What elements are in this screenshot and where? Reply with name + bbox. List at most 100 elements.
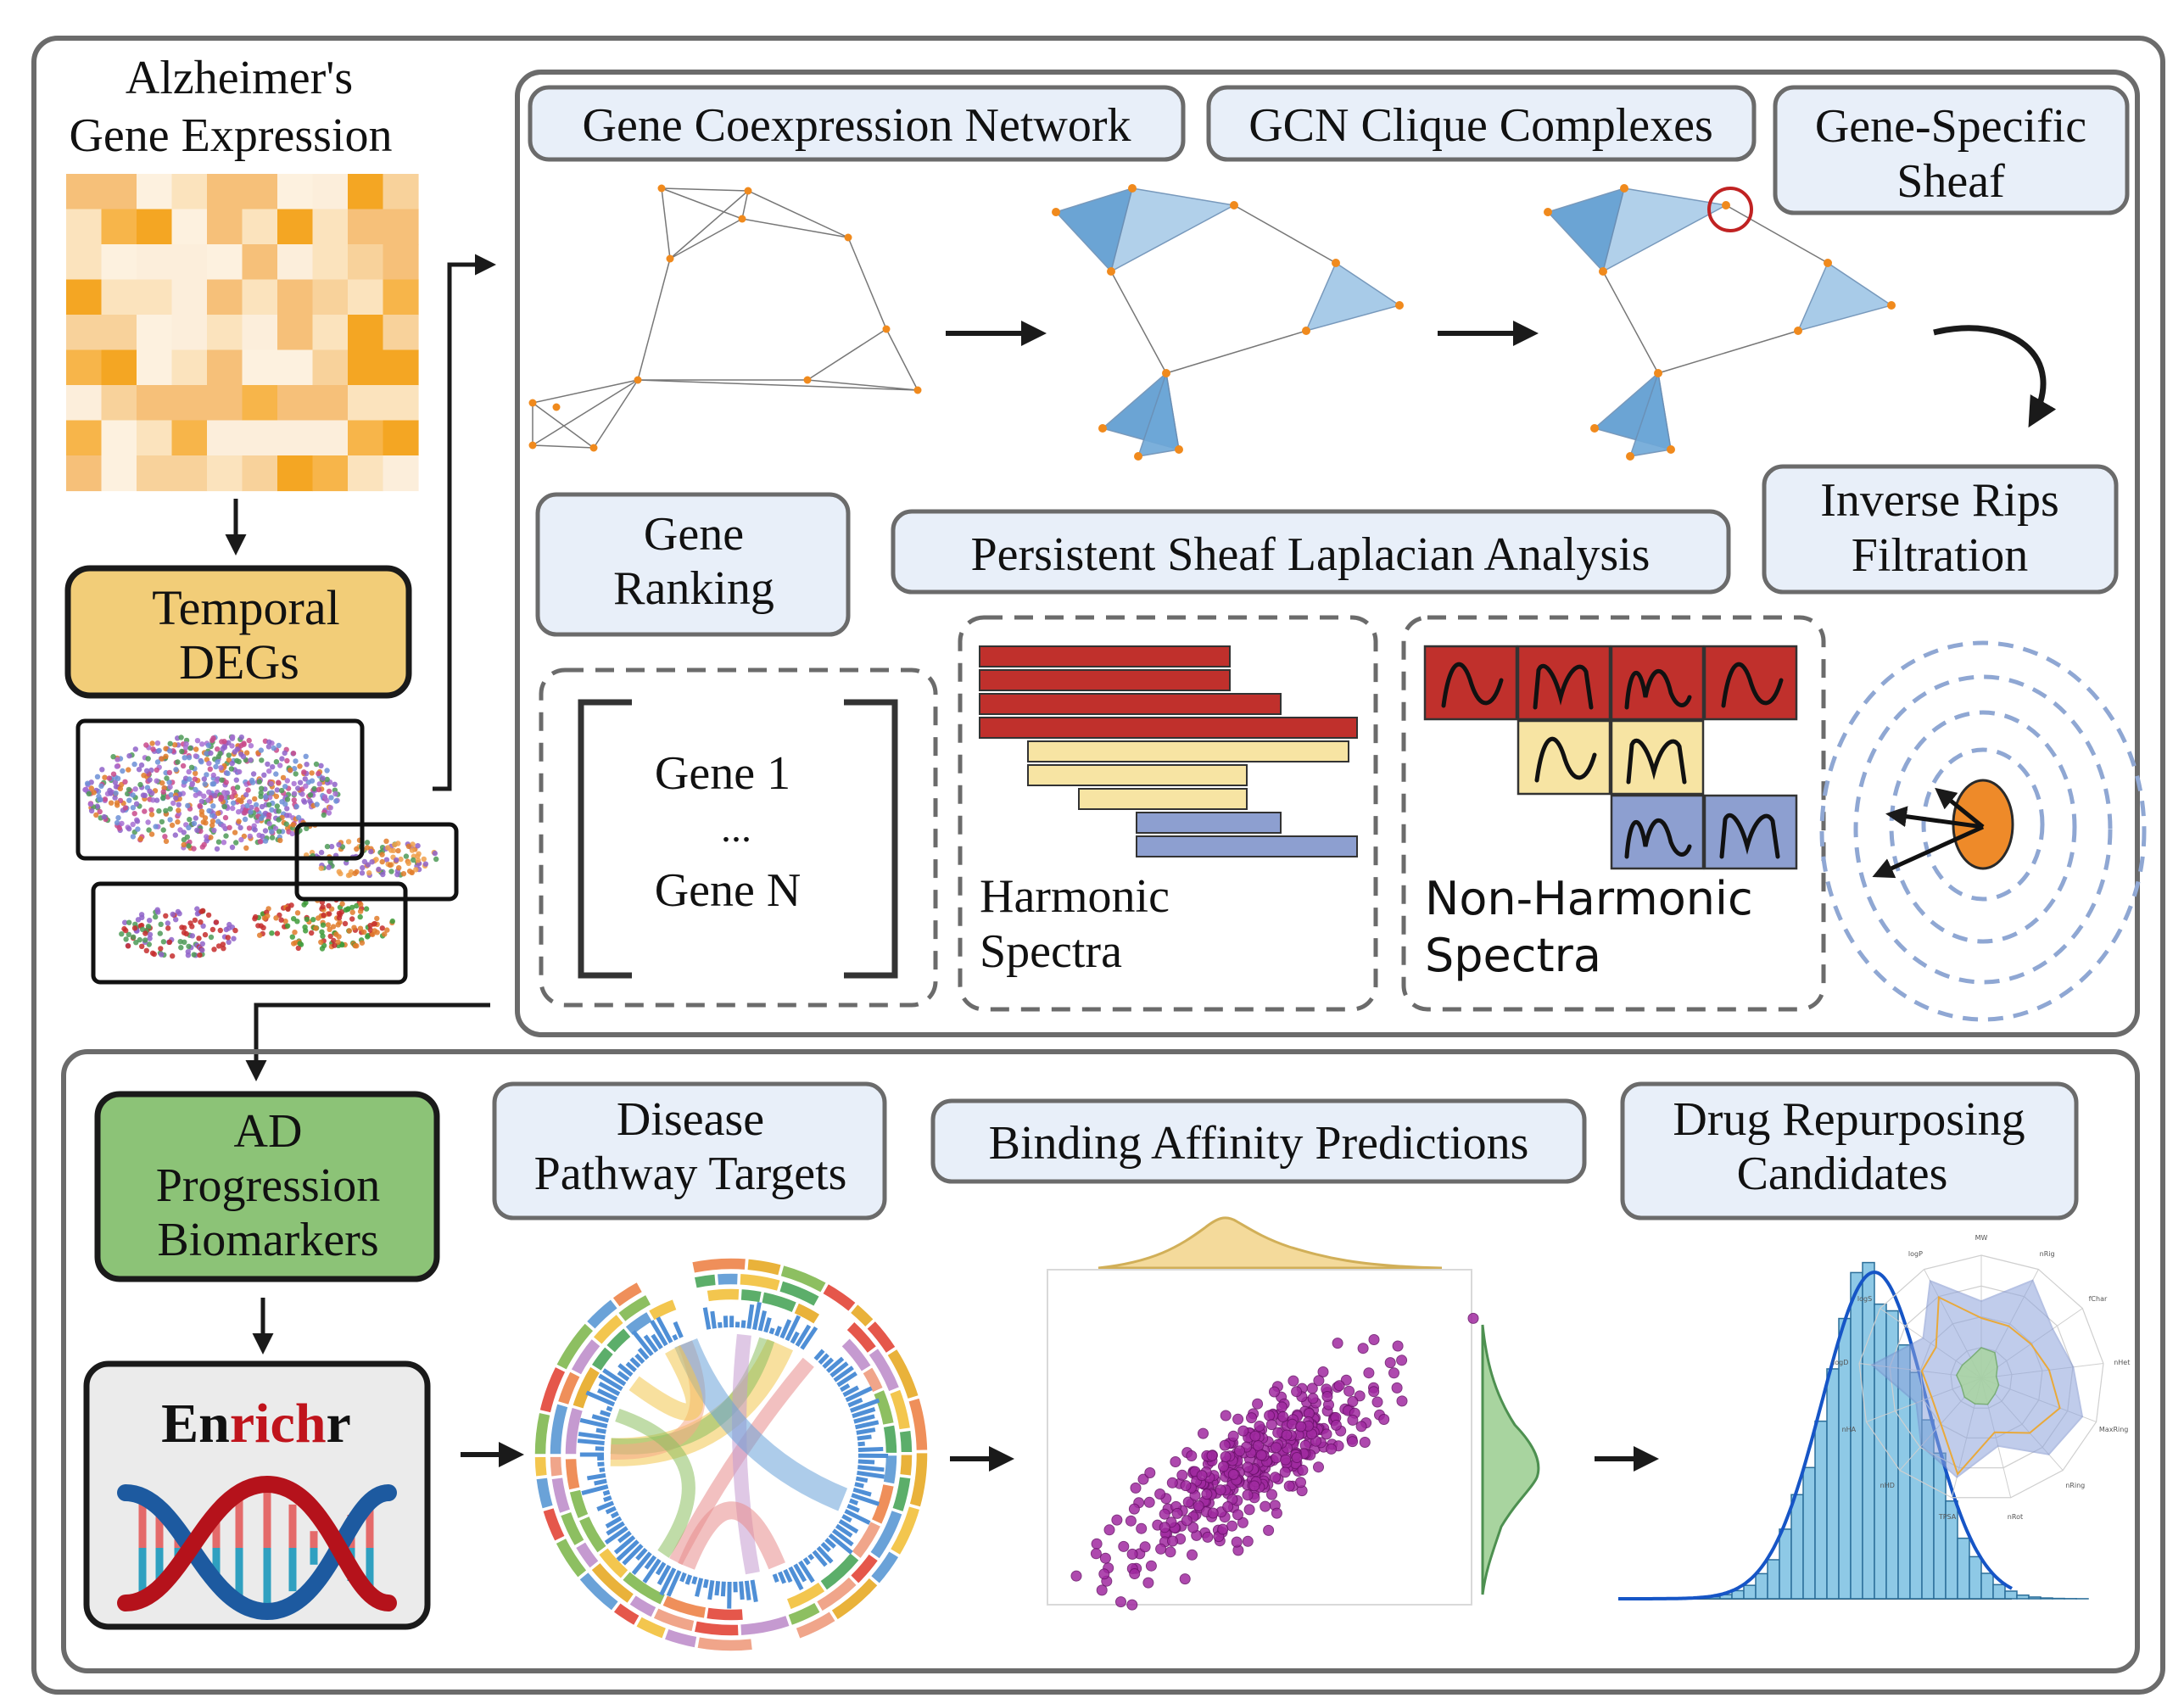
umap-point (167, 806, 173, 812)
umap-point (199, 844, 205, 850)
umap-point (415, 853, 421, 859)
umap-point (228, 766, 235, 772)
umap-point (153, 913, 159, 920)
umap-point (158, 946, 164, 952)
umap-point (198, 759, 204, 765)
chord-track-bar (629, 1357, 641, 1368)
network-node (1052, 208, 1060, 216)
chord-track-bar (857, 1434, 872, 1441)
gene-expression-heatmap (66, 174, 419, 492)
heatmap-cell (66, 209, 103, 245)
network-node (1230, 201, 1238, 209)
chord-ring-segment (821, 1282, 857, 1313)
umap-point (233, 777, 239, 783)
umap-point (361, 858, 368, 865)
umap-point (150, 746, 156, 752)
chord-track-bar (702, 1578, 709, 1589)
umap-point (255, 923, 261, 929)
umap-point (223, 779, 229, 785)
umap-point (258, 747, 264, 753)
heatmap-cell (312, 209, 349, 245)
umap-point (411, 857, 416, 863)
chord-track-bar (707, 1580, 715, 1600)
spectrum-wave (1624, 818, 1692, 859)
umap-point (217, 751, 223, 757)
umap-point (320, 775, 326, 781)
chord-track-bar (617, 1530, 632, 1544)
spectrum-wave (1441, 662, 1504, 708)
umap-point (163, 753, 169, 759)
heatmap-cell (207, 349, 243, 386)
umap-point (234, 785, 241, 790)
umap-point (409, 869, 415, 876)
umap-point (222, 814, 229, 821)
umap-point (327, 933, 333, 940)
umap-point (139, 943, 145, 950)
umap-point (237, 768, 243, 775)
umap-point (189, 781, 195, 788)
chord-ring-segment (690, 1257, 747, 1275)
umap-point (276, 779, 282, 785)
umap-point (433, 856, 439, 863)
chord-track-bar (714, 1580, 721, 1596)
chord-track-bar (723, 1315, 729, 1328)
chord-ring-segment (779, 1264, 828, 1294)
chord-ring-segment (861, 1366, 885, 1394)
heatmap-cell (383, 279, 419, 316)
ad-biomarkers-label: AD (234, 1105, 303, 1158)
affinity-point (1139, 1541, 1151, 1553)
umap-point (291, 790, 298, 796)
chord-ring-segment (574, 1540, 600, 1570)
heatmap-cell (383, 244, 419, 281)
umap-point (394, 871, 400, 878)
umap-point (371, 928, 377, 934)
umap-point (194, 906, 200, 912)
umap-point (369, 859, 375, 865)
umap-point (154, 740, 161, 746)
umap-point (274, 930, 281, 936)
heatmap-cell (242, 174, 278, 210)
affinity-point (1234, 1445, 1246, 1457)
chord-track-bar (656, 1316, 673, 1343)
umap-cluster-box-2 (294, 822, 459, 902)
chord-track-bar (752, 1301, 762, 1330)
umap-point (309, 930, 315, 936)
chord-track-bar (684, 1574, 693, 1585)
umap-point (98, 783, 104, 789)
umap-point (405, 843, 412, 849)
umap-point (101, 813, 108, 820)
heatmap-cell (207, 420, 243, 456)
umap-point (385, 845, 391, 851)
affinity-point (1181, 1515, 1193, 1527)
affinity-point (1363, 1367, 1375, 1379)
network-node (803, 376, 812, 384)
umap-point (303, 783, 309, 789)
affinity-point (1111, 1514, 1123, 1526)
umap-point (181, 841, 187, 848)
chord-ring-segment (867, 1347, 901, 1393)
umap-point (263, 794, 269, 801)
chord-track-bar (740, 1320, 746, 1328)
chord-ring-segment (539, 1366, 567, 1414)
umap-point (246, 737, 252, 744)
heatmap-cell (383, 455, 419, 492)
umap-point (295, 945, 301, 952)
left-bracket (578, 699, 632, 979)
radar-axis-label: MaxRing (2099, 1426, 2128, 1433)
umap-point (182, 939, 187, 946)
affinity-point (1297, 1464, 1309, 1476)
chord-ring-segment (794, 1610, 837, 1640)
chord-ring-segment (740, 1287, 763, 1304)
chord-ring-segment (568, 1488, 590, 1520)
clique-complex-graph (1052, 184, 1404, 461)
chord-ring-segment (849, 1303, 875, 1329)
binding-label-box (930, 1098, 1587, 1184)
umap-point (247, 833, 253, 840)
chord-ring-segment (786, 1600, 822, 1627)
affinity-point (1182, 1496, 1194, 1508)
affinity-point (1220, 1410, 1232, 1422)
umap-point (367, 927, 373, 933)
umap-point (159, 756, 165, 762)
umap-point (206, 789, 212, 795)
heatmap-cell (277, 279, 314, 316)
